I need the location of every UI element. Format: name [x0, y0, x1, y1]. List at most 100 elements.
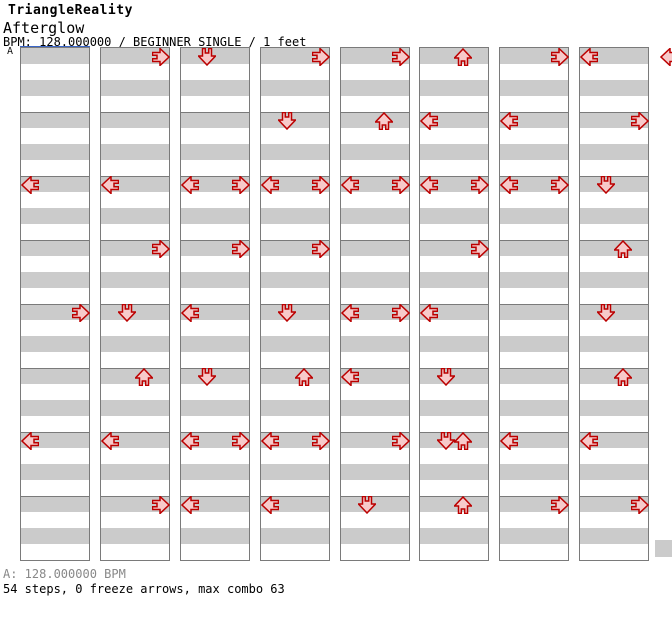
arrow-left-icon — [499, 432, 518, 450]
arrow-down-icon — [277, 112, 296, 130]
measure-separator — [420, 176, 488, 177]
measure-separator — [21, 368, 89, 369]
arrow-right-icon — [391, 432, 410, 450]
arrow-left-icon — [579, 432, 598, 450]
arrow-up-icon — [613, 240, 632, 258]
measure-column-3 — [180, 47, 250, 561]
measure-separator — [261, 304, 329, 305]
measure-separator — [101, 176, 169, 177]
measure-column-5 — [340, 47, 410, 561]
measure-separator — [261, 432, 329, 433]
arrow-down-icon — [596, 304, 615, 322]
arrow-left-icon — [100, 176, 119, 194]
measure-separator — [21, 112, 89, 113]
arrow-right-icon — [151, 240, 170, 258]
arrow-right-icon — [311, 48, 330, 66]
measure-separator — [101, 496, 169, 497]
arrow-left-icon — [340, 368, 359, 386]
measure-separator — [500, 176, 568, 177]
measure-separator — [420, 432, 488, 433]
arrow-left-icon — [579, 48, 598, 66]
measure-separator — [101, 304, 169, 305]
measure-column-4 — [260, 47, 330, 561]
arrow-up-icon — [374, 112, 393, 130]
arrow-left-icon — [419, 112, 438, 130]
measure-separator — [261, 368, 329, 369]
arrow-left-icon — [419, 304, 438, 322]
measure-separator — [420, 496, 488, 497]
measure-separator — [101, 432, 169, 433]
measure-separator — [341, 112, 409, 113]
arrow-left-icon — [180, 304, 199, 322]
measure-separator — [21, 176, 89, 177]
measure-separator — [261, 176, 329, 177]
measure-separator — [420, 112, 488, 113]
measure-separator — [500, 496, 568, 497]
arrow-up-icon — [134, 368, 153, 386]
measure-separator — [580, 496, 648, 497]
arrow-right-icon — [311, 240, 330, 258]
arrow-left-icon — [340, 304, 359, 322]
arrow-left-icon — [260, 496, 279, 514]
measure-separator — [500, 432, 568, 433]
arrow-right-icon — [391, 176, 410, 194]
measure-separator — [420, 368, 488, 369]
measure-separator — [181, 240, 249, 241]
measure-separator — [21, 240, 89, 241]
measure-separator — [181, 432, 249, 433]
measure-separator — [341, 240, 409, 241]
measure-separator — [181, 496, 249, 497]
measure-separator — [101, 112, 169, 113]
measure-column-6 — [419, 47, 489, 561]
measure-separator — [580, 176, 648, 177]
arrow-down-icon — [197, 368, 216, 386]
measure-column-7 — [499, 47, 569, 561]
arrow-right-icon — [391, 304, 410, 322]
arrow-right-icon — [151, 48, 170, 66]
arrow-left-icon — [499, 112, 518, 130]
arrow-right-icon — [550, 176, 569, 194]
measure-separator — [500, 240, 568, 241]
measure-column-2 — [100, 47, 170, 561]
measure-separator — [181, 176, 249, 177]
arrow-left-icon — [180, 496, 199, 514]
bpm-difficulty-info: BPM: 128.000000 / BEGINNER SINGLE / 1 fe… — [3, 35, 307, 49]
measure-separator — [341, 368, 409, 369]
measure-column-8 — [579, 47, 649, 561]
song-title: Afterglow — [3, 19, 85, 37]
measure-separator — [101, 240, 169, 241]
arrow-down-icon — [197, 48, 216, 66]
measure-separator — [21, 304, 89, 305]
arrow-up-icon — [294, 368, 313, 386]
arrow-right-icon — [470, 240, 489, 258]
measure-separator — [181, 304, 249, 305]
arrow-left-icon — [180, 176, 199, 194]
arrow-left-icon — [20, 432, 39, 450]
arrow-up-icon — [613, 368, 632, 386]
measure-separator — [21, 496, 89, 497]
measure-separator — [101, 368, 169, 369]
measure-separator — [21, 432, 89, 433]
arrow-right-icon — [311, 176, 330, 194]
arrow-right-icon — [470, 176, 489, 194]
measure-separator — [580, 240, 648, 241]
arrow-down-icon — [596, 176, 615, 194]
arrow-left-icon — [260, 432, 279, 450]
measure-separator — [580, 432, 648, 433]
measure-column-1 — [20, 47, 90, 561]
arrow-right-icon — [630, 496, 649, 514]
arrow-up-icon — [453, 432, 472, 450]
arrow-left-icon — [340, 176, 359, 194]
arrow-right-icon — [391, 48, 410, 66]
arrow-left-icon — [659, 48, 672, 66]
arrow-up-icon — [453, 48, 472, 66]
measure-separator — [341, 304, 409, 305]
arrow-right-icon — [231, 432, 250, 450]
arrow-right-icon — [311, 432, 330, 450]
arrow-right-icon — [550, 496, 569, 514]
arrow-right-icon — [231, 176, 250, 194]
measure-separator — [261, 240, 329, 241]
arrow-right-icon — [550, 48, 569, 66]
arrow-down-icon — [436, 432, 455, 450]
arrow-down-icon — [357, 496, 376, 514]
